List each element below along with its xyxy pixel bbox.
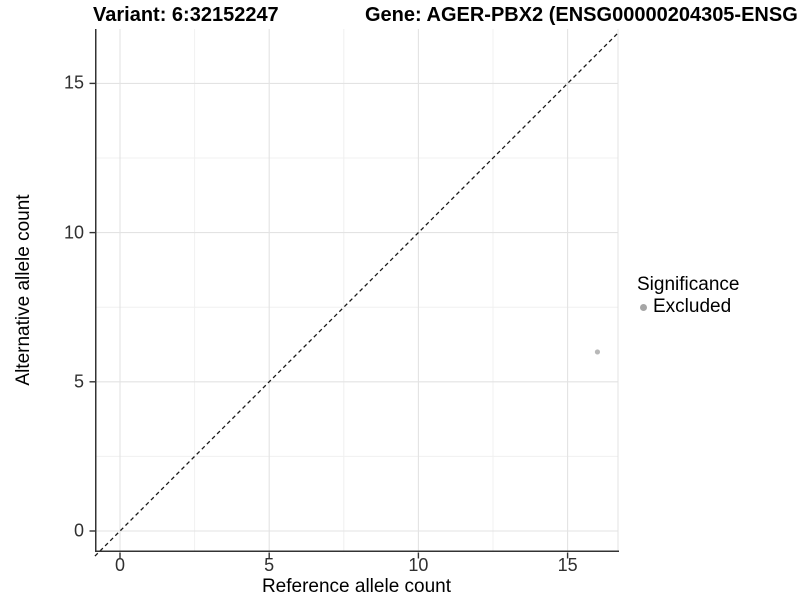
- y-tick-label: 10: [63, 222, 84, 243]
- plot-title-gene: Gene: AGER-PBX2 (ENSG00000204305-ENSG: [365, 4, 798, 26]
- x-tick-label: 15: [557, 555, 578, 575]
- legend-item-label: Excluded: [653, 296, 732, 317]
- legend-title: Significance: [637, 274, 740, 295]
- x-tick-label: 0: [114, 555, 126, 575]
- legend-point-icon: [640, 303, 647, 311]
- y-tick-label: 0: [73, 520, 84, 541]
- plot-title-variant: Variant: 6:32152247: [93, 4, 279, 26]
- y-axis-title: Alternative allele count: [13, 194, 34, 386]
- legend: Significance Excluded: [637, 274, 739, 318]
- y-tick-label: 15: [63, 72, 84, 93]
- legend-item-excluded: Excluded: [637, 296, 739, 318]
- plot-panel: [89, 29, 619, 559]
- x-axis-title: Reference allele count: [261, 576, 452, 597]
- y-tick-label: 5: [73, 371, 84, 392]
- x-tick-label: 5: [264, 555, 275, 575]
- x-tick-label: 10: [408, 555, 429, 575]
